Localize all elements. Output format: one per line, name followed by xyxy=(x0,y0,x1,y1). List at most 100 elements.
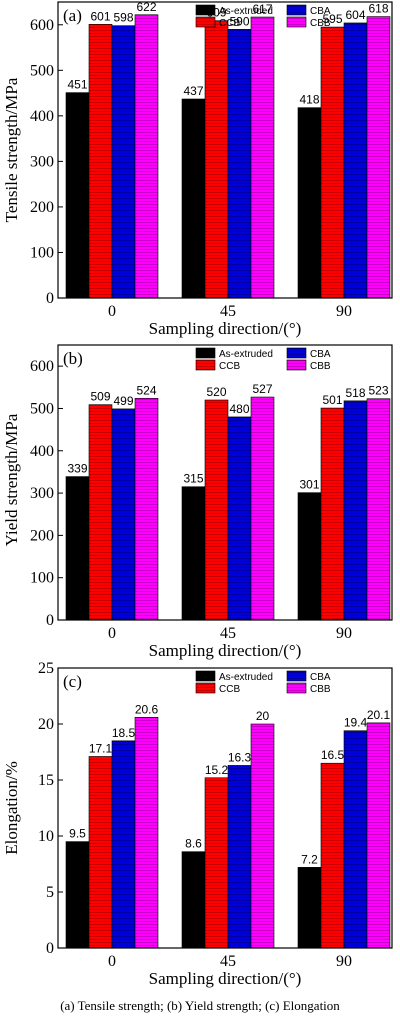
legend-label: As-extruded xyxy=(219,349,273,360)
legend-swatch-as-extruded xyxy=(195,4,216,16)
bar-as-extruded-45 xyxy=(181,851,206,949)
data-label: 480 xyxy=(229,402,249,416)
data-label: 590 xyxy=(229,14,249,28)
data-label: 601 xyxy=(90,9,110,23)
legend-swatch-ccb xyxy=(195,16,216,28)
bar-ccb-90 xyxy=(320,407,345,621)
data-label: 617 xyxy=(252,2,272,16)
legend-swatch-as-extruded xyxy=(195,670,216,682)
x-axis-label: Sampling direction/(°) xyxy=(149,319,302,338)
bar-cba-90 xyxy=(343,22,368,299)
plot-frame xyxy=(57,667,393,949)
legend-label: As-extruded xyxy=(219,6,273,17)
x-tick-label: 0 xyxy=(108,953,116,970)
data-label: 520 xyxy=(206,385,226,399)
legend-swatch-as-extruded xyxy=(195,347,216,359)
legend-swatch-cba xyxy=(286,4,307,16)
data-label: 7.2 xyxy=(301,852,318,866)
legend-swatch-ccb xyxy=(195,359,216,371)
bar-ccb-45 xyxy=(204,777,229,949)
bar-ccb-45 xyxy=(204,20,229,299)
x-tick-label: 0 xyxy=(108,625,116,642)
legend-label: CBA xyxy=(310,672,331,683)
chart-panel-b: 339 315 301 509 520 501 499 480 518 524 527 523 0 100… xyxy=(2,344,393,660)
data-label: 527 xyxy=(252,382,272,396)
data-label: 618 xyxy=(368,2,388,16)
data-label: 16.3 xyxy=(228,750,252,764)
plot-frame xyxy=(57,344,393,621)
data-label: 451 xyxy=(67,78,87,92)
data-label: 509 xyxy=(90,390,110,404)
y-tick-label: 0 xyxy=(46,940,54,957)
y-tick-label: 600 xyxy=(30,17,54,34)
legend-label: CCB xyxy=(219,18,240,29)
y-tick-label: 10 xyxy=(38,828,54,845)
bar-cba-90 xyxy=(343,400,368,621)
legend-label: CBA xyxy=(310,6,331,17)
figure-caption: (a) Tensile strength; (b) Yield strength… xyxy=(60,998,340,1013)
data-label: 19.4 xyxy=(344,716,368,730)
bar-cbb-0 xyxy=(134,716,159,949)
x-tick-label: 45 xyxy=(220,303,236,320)
bar-cba-0 xyxy=(111,25,136,299)
legend-label: CBB xyxy=(310,18,331,29)
legend-swatch-cbb xyxy=(286,359,307,371)
x-tick-label: 0 xyxy=(108,303,116,320)
legend-swatch-ccb xyxy=(195,682,216,694)
data-label: 16.5 xyxy=(321,748,345,762)
bar-ccb-90 xyxy=(320,26,345,299)
y-tick-label: 5 xyxy=(46,884,54,901)
bar-cbb-0 xyxy=(134,398,159,621)
y-tick-label: 15 xyxy=(38,772,54,789)
x-tick-label: 90 xyxy=(336,953,352,970)
bar-as-extruded-0 xyxy=(65,476,90,621)
legend-swatch-cba xyxy=(286,347,307,359)
data-label: 518 xyxy=(345,386,365,400)
data-label: 499 xyxy=(113,394,133,408)
bar-cbb-0 xyxy=(134,14,159,299)
bar-cbb-90 xyxy=(366,16,391,299)
data-label: 339 xyxy=(67,462,87,476)
y-tick-label: 100 xyxy=(30,570,54,587)
x-axis-label: Sampling direction/(°) xyxy=(149,969,302,988)
bar-ccb-0 xyxy=(88,756,113,949)
y-tick-label: 0 xyxy=(46,612,54,629)
bar-cba-45 xyxy=(227,416,252,621)
bar-cba-0 xyxy=(111,408,136,621)
panel-label: (a) xyxy=(63,6,82,25)
bar-cba-0 xyxy=(111,740,136,949)
y-tick-label: 400 xyxy=(30,108,54,125)
data-label: 17.1 xyxy=(89,741,113,755)
y-tick-label: 300 xyxy=(30,485,54,502)
bar-cba-45 xyxy=(227,765,252,949)
y-tick-label: 200 xyxy=(30,527,54,544)
bar-ccb-90 xyxy=(320,762,345,949)
x-tick-label: 45 xyxy=(220,953,236,970)
bar-as-extruded-90 xyxy=(297,107,322,299)
y-tick-label: 25 xyxy=(38,660,54,677)
data-label: 8.6 xyxy=(185,837,202,851)
data-label: 9.5 xyxy=(69,827,86,841)
y-axis-label: Tensile strength/MPa xyxy=(2,77,21,222)
data-label: 604 xyxy=(345,8,365,22)
panel-label: (c) xyxy=(63,672,82,691)
panel-label: (b) xyxy=(63,349,83,368)
data-label: 20 xyxy=(256,709,270,723)
bar-cba-90 xyxy=(343,730,368,949)
legend-swatch-cba xyxy=(286,670,307,682)
bar-cbb-90 xyxy=(366,398,391,621)
data-label: 301 xyxy=(299,478,319,492)
bar-cbb-45 xyxy=(250,16,275,299)
legend-swatch-cbb xyxy=(286,682,307,694)
data-label: 20.6 xyxy=(135,702,159,716)
y-tick-label: 500 xyxy=(30,400,54,417)
legend-label: CCB xyxy=(219,361,240,372)
data-label: 524 xyxy=(136,383,156,397)
y-axis-label: Elongation/% xyxy=(2,761,21,854)
y-tick-label: 400 xyxy=(30,443,54,460)
data-label: 523 xyxy=(368,384,388,398)
bar-as-extruded-0 xyxy=(65,841,90,949)
data-label: 622 xyxy=(136,0,156,14)
x-axis-label: Sampling direction/(°) xyxy=(149,641,302,660)
